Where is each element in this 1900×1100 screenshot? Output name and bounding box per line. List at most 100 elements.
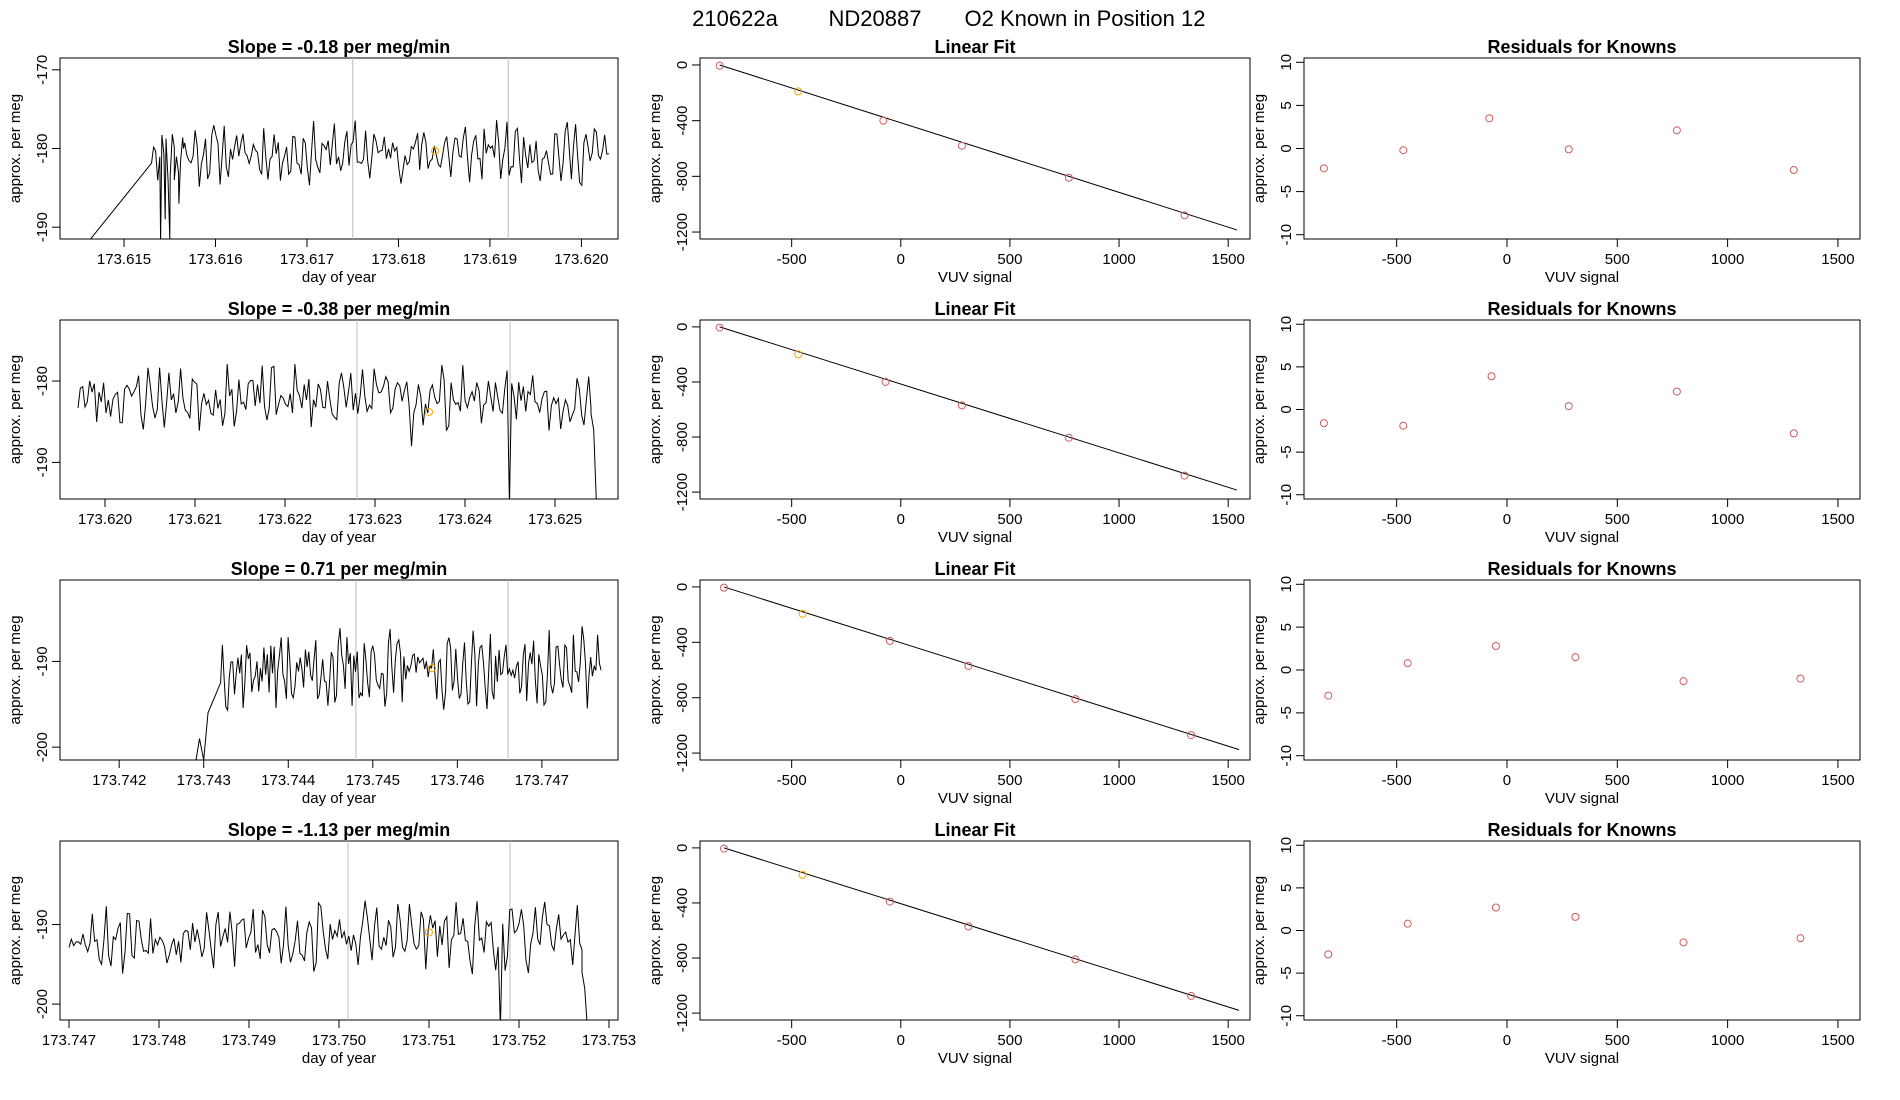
fit-point: [720, 844, 729, 853]
x-tick-label: 0: [897, 251, 905, 268]
plot-frame: [699, 579, 1251, 761]
x-tick-label: 173.624: [438, 511, 492, 528]
residual-point: [1403, 659, 1412, 668]
y-tick-label: -10: [1278, 1005, 1295, 1027]
residual-point: [1324, 691, 1333, 700]
residuals-panel: Residuals for Knowns -500 0 500 1000 1500 -10 -…: [1251, 820, 1861, 1067]
y-axis-label: approx. per meg: [647, 355, 664, 464]
plot-area: [195, 580, 602, 760]
x-tick-label: 1000: [1711, 1032, 1744, 1049]
y-tick-label: -1200: [674, 734, 691, 772]
fit-point: [964, 922, 973, 931]
y-tick-label: -10: [1278, 745, 1295, 767]
panel-title: Residuals for Knowns: [1487, 37, 1676, 57]
signal-trace: [195, 626, 602, 760]
x-tick-label: -500: [777, 511, 807, 528]
mean-marker: [425, 928, 433, 937]
x-axis-label: VUV signal: [938, 1050, 1012, 1067]
x-tick-label: 173.623: [348, 511, 402, 528]
panel-title: Residuals for Knowns: [1487, 299, 1676, 319]
panel-title: Slope = 0.71 per meg/min: [231, 559, 448, 579]
x-tick-label: 1500: [1211, 772, 1244, 789]
x-axis-label: VUV signal: [938, 529, 1012, 546]
signal-trace: [77, 363, 597, 499]
y-tick-label: -1200: [674, 473, 691, 511]
x-tick-label: 173.621: [168, 511, 222, 528]
panel-title: Linear Fit: [934, 559, 1015, 579]
y-tick-label: -800: [674, 943, 691, 973]
x-tick-label: 1000: [1102, 772, 1135, 789]
x-tick-label: 173.746: [430, 772, 484, 789]
x-tick-label: -500: [1382, 1032, 1412, 1049]
x-tick-label: 1000: [1102, 251, 1135, 268]
x-tick-label: -500: [777, 772, 807, 789]
x-tick-label: 500: [1605, 251, 1630, 268]
residual-point: [1403, 919, 1412, 928]
y-axis-label: approx. per meg: [647, 94, 664, 203]
x-axis-label: VUV signal: [1545, 1050, 1619, 1067]
x-tick-label: -500: [777, 1032, 807, 1049]
x-tick-label: 500: [997, 251, 1022, 268]
x-tick-label: 1500: [1821, 251, 1854, 268]
y-axis-label: approx. per meg: [7, 615, 24, 724]
y-tick-label: -5: [1278, 445, 1295, 458]
x-tick-label: 1500: [1821, 1032, 1854, 1049]
fit-point: [715, 323, 724, 332]
x-tick-label: 1500: [1211, 511, 1244, 528]
y-axis-label: approx. per meg: [1251, 615, 1268, 724]
x-tick-label: 173.622: [258, 511, 312, 528]
residual-point: [1571, 653, 1580, 662]
panel-title: Linear Fit: [934, 299, 1015, 319]
residual-point: [1571, 912, 1580, 921]
residual-point: [1487, 372, 1496, 381]
y-tick-label: -800: [674, 161, 691, 191]
y-tick-label: 0: [674, 323, 691, 331]
x-tick-label: 500: [997, 772, 1022, 789]
fit-point: [794, 350, 803, 359]
fit-point: [715, 61, 724, 70]
fit-point: [1187, 991, 1196, 1000]
linear-fit-panel: Linear Fit -500 0 500 1000 1500 -1200 -800 -400 0…: [647, 299, 1251, 546]
panels: Slope = -0.18 per meg/min 173.615 173.616 1…: [7, 37, 1861, 1067]
y-axis-label: approx. per meg: [647, 615, 664, 724]
residual-point: [1796, 934, 1805, 943]
y-tick-label: -180: [34, 366, 51, 396]
plot-area: [89, 58, 609, 239]
x-tick-label: 173.625: [528, 511, 582, 528]
residual-point: [1491, 903, 1500, 912]
y-tick-label: -5: [1278, 185, 1295, 198]
x-tick-label: 1000: [1711, 772, 1744, 789]
residual-point: [1319, 164, 1328, 173]
x-axis-label: day of year: [302, 790, 376, 807]
x-axis-label: day of year: [302, 529, 376, 546]
x-tick-label: 500: [997, 511, 1022, 528]
panel-title: Residuals for Knowns: [1487, 559, 1676, 579]
time-series-panel: Slope = -0.38 per meg/min 173.620 173.621 1…: [7, 299, 619, 546]
y-tick-label: -190: [34, 212, 51, 242]
page-title: 210622a ND20887 O2 Known in Position 12: [692, 6, 1205, 31]
fit-point: [885, 636, 894, 645]
residual-point: [1679, 677, 1688, 686]
mean-marker: [428, 664, 436, 673]
x-tick-label: 1500: [1211, 251, 1244, 268]
y-tick-label: -200: [34, 989, 51, 1019]
panel-title: Linear Fit: [934, 820, 1015, 840]
chart-row: Slope = 0.71 per meg/min 173.742 173.743 17…: [7, 559, 1861, 807]
x-tick-label: -500: [1382, 772, 1412, 789]
y-tick-label: 10: [1278, 316, 1295, 333]
x-tick-label: 173.748: [132, 1032, 186, 1049]
x-tick-label: 173.750: [312, 1032, 366, 1049]
x-tick-label: 1000: [1711, 251, 1744, 268]
x-tick-label: 173.616: [188, 251, 242, 268]
x-tick-label: 0: [897, 511, 905, 528]
fit-point: [957, 401, 966, 410]
plot-area: [68, 841, 588, 1020]
y-axis-label: approx. per meg: [1251, 876, 1268, 985]
y-tick-label: -10: [1278, 484, 1295, 506]
panel-title: Slope = -0.18 per meg/min: [228, 37, 451, 57]
plot-frame: [1303, 57, 1861, 240]
x-axis-label: VUV signal: [1545, 790, 1619, 807]
chart-row: Slope = -0.38 per meg/min 173.620 173.621 1…: [7, 299, 1861, 546]
x-tick-label: 500: [1605, 511, 1630, 528]
signal-trace: [89, 120, 609, 239]
